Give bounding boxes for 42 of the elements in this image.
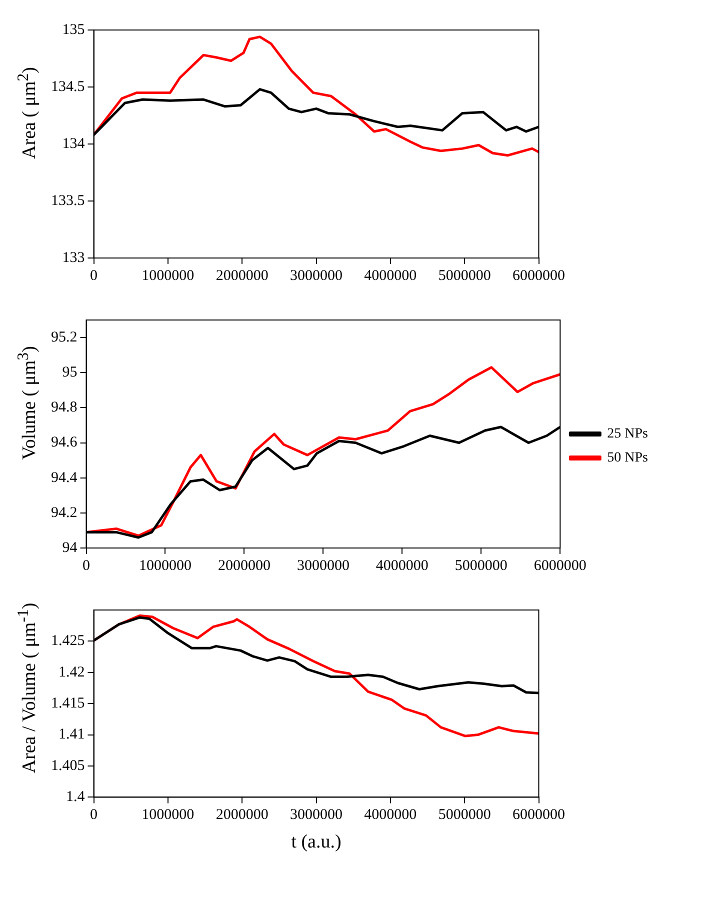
x-tick-label: 4000000 xyxy=(376,558,428,574)
y-tick-label: 1.425 xyxy=(51,633,85,650)
y-tick-label: 133.5 xyxy=(51,192,85,209)
y-tick-label: 1.42 xyxy=(58,664,85,680)
x-tick-label: 5000000 xyxy=(438,268,491,284)
x-tick-label: 5000000 xyxy=(454,558,508,574)
y-tick-label: 94.8 xyxy=(51,400,78,416)
x-tick-label: 0 xyxy=(82,558,90,574)
y-tick-label: 94.2 xyxy=(51,504,78,521)
y-tick-label: 1.4 xyxy=(66,789,86,806)
y-tick-label: 1.405 xyxy=(51,758,85,774)
x-tick-label: 3000000 xyxy=(296,558,350,574)
x-tick-label: 3000000 xyxy=(290,807,342,824)
y-tick-label: 94 xyxy=(62,540,78,556)
x-tick-label: 3000000 xyxy=(290,268,342,284)
x-tick-label: 0 xyxy=(90,268,98,284)
x-axis-title: t (a.u.) xyxy=(291,832,342,853)
y-tick-label: 1.41 xyxy=(58,726,85,743)
y-tick-label: 94.4 xyxy=(51,470,78,486)
y-tick-label: 1.415 xyxy=(51,696,85,712)
x-tick-label: 2000000 xyxy=(216,807,268,824)
x-tick-label: 2000000 xyxy=(216,268,268,284)
legend-label: 50 NPs xyxy=(607,450,648,466)
x-tick-label: 1000000 xyxy=(142,807,194,824)
x-tick-label: 1000000 xyxy=(138,558,192,574)
x-tick-label: 0 xyxy=(90,807,98,824)
y-tick-label: 134.5 xyxy=(51,78,85,95)
y-tick-label: 94.6 xyxy=(51,434,78,451)
x-tick-label: 6000000 xyxy=(512,807,565,824)
x-tick-label: 4000000 xyxy=(364,807,417,824)
x-tick-label: 6000000 xyxy=(534,558,586,574)
y-tick-label: 134 xyxy=(62,136,86,152)
x-tick-label: 4000000 xyxy=(364,268,417,284)
y-tick-label: 95 xyxy=(62,364,78,381)
x-tick-label: 1000000 xyxy=(142,268,194,284)
x-tick-label: 6000000 xyxy=(512,268,565,284)
x-tick-label: 5000000 xyxy=(438,807,491,824)
y-tick-label: 133 xyxy=(62,250,85,266)
y-tick-label: 95.2 xyxy=(51,329,78,346)
y-tick-label: 135 xyxy=(62,22,85,38)
legend-label: 25 NPs xyxy=(607,426,648,442)
x-tick-label: 2000000 xyxy=(218,558,270,574)
